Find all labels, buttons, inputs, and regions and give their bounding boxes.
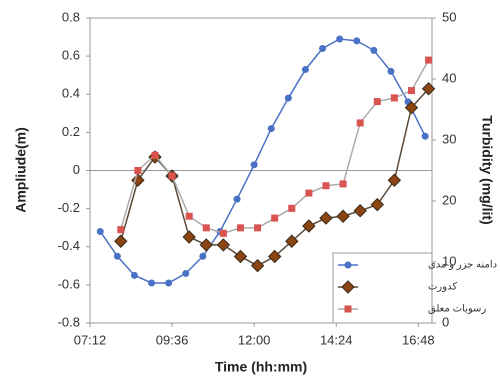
- y2-tick-label: 0: [442, 314, 449, 329]
- point: [421, 132, 429, 140]
- point: [425, 56, 433, 64]
- point: [134, 167, 142, 174]
- y-tick-label: -0.6: [58, 276, 80, 291]
- point: [202, 224, 210, 232]
- point: [236, 224, 244, 232]
- y2-tick-label: 10: [442, 253, 456, 268]
- y-axis-title: Ampliude(m): [13, 127, 29, 213]
- point: [113, 252, 121, 260]
- point: [336, 35, 344, 43]
- point: [216, 238, 231, 252]
- point: [319, 211, 333, 225]
- y-tick-label: -0.4: [58, 238, 80, 253]
- point: [370, 197, 384, 212]
- point: [271, 214, 279, 222]
- y-tick-label: -0.2: [58, 200, 80, 215]
- y-tick-label: -0.8: [58, 314, 80, 329]
- x-tick-label: 16:48: [402, 332, 435, 347]
- point: [407, 87, 415, 95]
- point: [117, 226, 125, 234]
- point: [254, 224, 262, 232]
- point: [387, 67, 395, 75]
- point: [373, 98, 381, 106]
- point: [319, 45, 327, 52]
- point: [305, 189, 313, 197]
- point: [267, 125, 275, 133]
- point: [151, 151, 159, 159]
- point: [353, 204, 367, 218]
- y2-tick-label: 20: [442, 192, 456, 207]
- x-tick-label: 12:00: [238, 332, 271, 347]
- x-tick-label: 14:24: [320, 332, 353, 347]
- legend-marker: [344, 261, 352, 269]
- point: [250, 258, 265, 273]
- legend-label: دامنه جزر و مدی: [428, 260, 497, 271]
- point: [219, 229, 227, 237]
- x-tick-label: 07:12: [74, 332, 107, 347]
- point: [182, 230, 196, 244]
- point: [185, 212, 193, 220]
- point: [233, 249, 248, 264]
- point: [233, 195, 241, 203]
- y-tick-label: 0.4: [62, 86, 80, 101]
- point: [182, 269, 190, 277]
- point: [199, 238, 213, 252]
- legend-label: رسوبات معلق: [428, 304, 486, 315]
- y2-axis-title: Turbidity (mg/lit): [479, 115, 495, 224]
- y-tick-label: 0.2: [62, 124, 80, 139]
- y2-tick-label: 40: [442, 70, 456, 85]
- y-tick-label: 0: [73, 162, 80, 177]
- x-axis-title: Time (hh:mm): [215, 359, 307, 375]
- point: [267, 249, 282, 264]
- point: [404, 100, 419, 115]
- legend-marker: [341, 280, 355, 294]
- point: [387, 173, 402, 187]
- point: [168, 172, 176, 180]
- point: [199, 252, 207, 260]
- point: [165, 279, 173, 287]
- y-tick-label: 0.6: [62, 48, 80, 63]
- point: [130, 271, 138, 279]
- point: [356, 119, 364, 127]
- point: [421, 82, 436, 96]
- legend-marker: [344, 305, 352, 313]
- y2-tick-label: 50: [442, 9, 456, 24]
- legend-label: کدورت: [428, 282, 457, 293]
- point: [148, 279, 156, 287]
- y2-tick-label: 30: [442, 131, 456, 146]
- point: [336, 209, 350, 223]
- point: [114, 234, 128, 248]
- point: [322, 182, 330, 190]
- point: [339, 180, 347, 188]
- x-tick-label: 09:36: [156, 332, 189, 347]
- y-tick-label: 0.8: [62, 9, 80, 24]
- point: [250, 161, 258, 169]
- point: [370, 46, 378, 54]
- point: [353, 37, 361, 45]
- point: [284, 94, 292, 102]
- point: [285, 234, 299, 248]
- point: [96, 228, 104, 235]
- series-line: [120, 59, 430, 235]
- point: [302, 219, 316, 233]
- point: [288, 204, 296, 212]
- point: [301, 65, 309, 73]
- point: [390, 94, 398, 102]
